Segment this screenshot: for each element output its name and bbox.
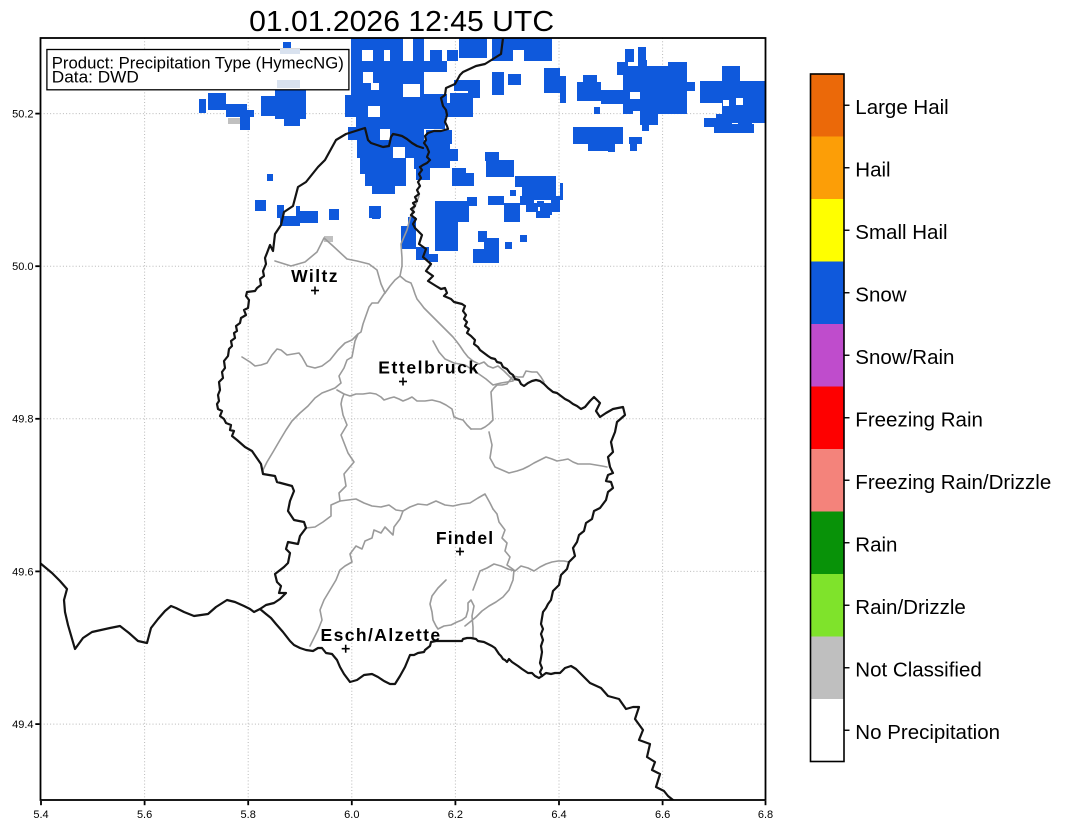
svg-text:5.6: 5.6 — [137, 809, 152, 821]
svg-text:Product: Precipitation Type (H: Product: Precipitation Type (HymecNG) — [52, 54, 344, 73]
svg-text:Small Hail: Small Hail — [855, 221, 947, 244]
svg-text:50.0: 50.0 — [12, 261, 33, 273]
svg-text:5.4: 5.4 — [33, 809, 48, 821]
svg-text:50.2: 50.2 — [12, 109, 33, 121]
svg-text:Data: DWD: Data: DWD — [52, 67, 139, 86]
svg-text:Ettelbruck: Ettelbruck — [378, 357, 478, 377]
svg-text:49.6: 49.6 — [12, 566, 33, 578]
svg-text:Snow/Rain: Snow/Rain — [855, 346, 954, 369]
svg-text:6.4: 6.4 — [551, 809, 566, 821]
svg-text:01.01.2026 12:45 UTC: 01.01.2026 12:45 UTC — [249, 6, 554, 38]
svg-text:Freezing Rain: Freezing Rain — [855, 408, 983, 431]
svg-text:Rain/Drizzle: Rain/Drizzle — [855, 596, 966, 619]
svg-text:Not Classified: Not Classified — [855, 658, 981, 681]
svg-text:Large Hail: Large Hail — [855, 96, 948, 119]
svg-text:Freezing Rain/Drizzle: Freezing Rain/Drizzle — [855, 471, 1051, 494]
svg-text:Esch/Alzette: Esch/Alzette — [321, 625, 441, 645]
svg-text:6.8: 6.8 — [758, 809, 773, 821]
svg-text:No Precipitation: No Precipitation — [855, 721, 1000, 744]
svg-text:6.2: 6.2 — [448, 809, 463, 821]
svg-text:Snow: Snow — [855, 283, 906, 306]
svg-text:49.4: 49.4 — [12, 719, 33, 731]
svg-text:Rain: Rain — [855, 533, 897, 556]
svg-text:Hail: Hail — [855, 158, 890, 181]
svg-text:6.0: 6.0 — [344, 809, 359, 821]
svg-text:6.6: 6.6 — [655, 809, 670, 821]
svg-text:5.8: 5.8 — [241, 809, 256, 821]
svg-text:49.8: 49.8 — [12, 414, 33, 426]
svg-text:Wiltz: Wiltz — [291, 266, 338, 286]
